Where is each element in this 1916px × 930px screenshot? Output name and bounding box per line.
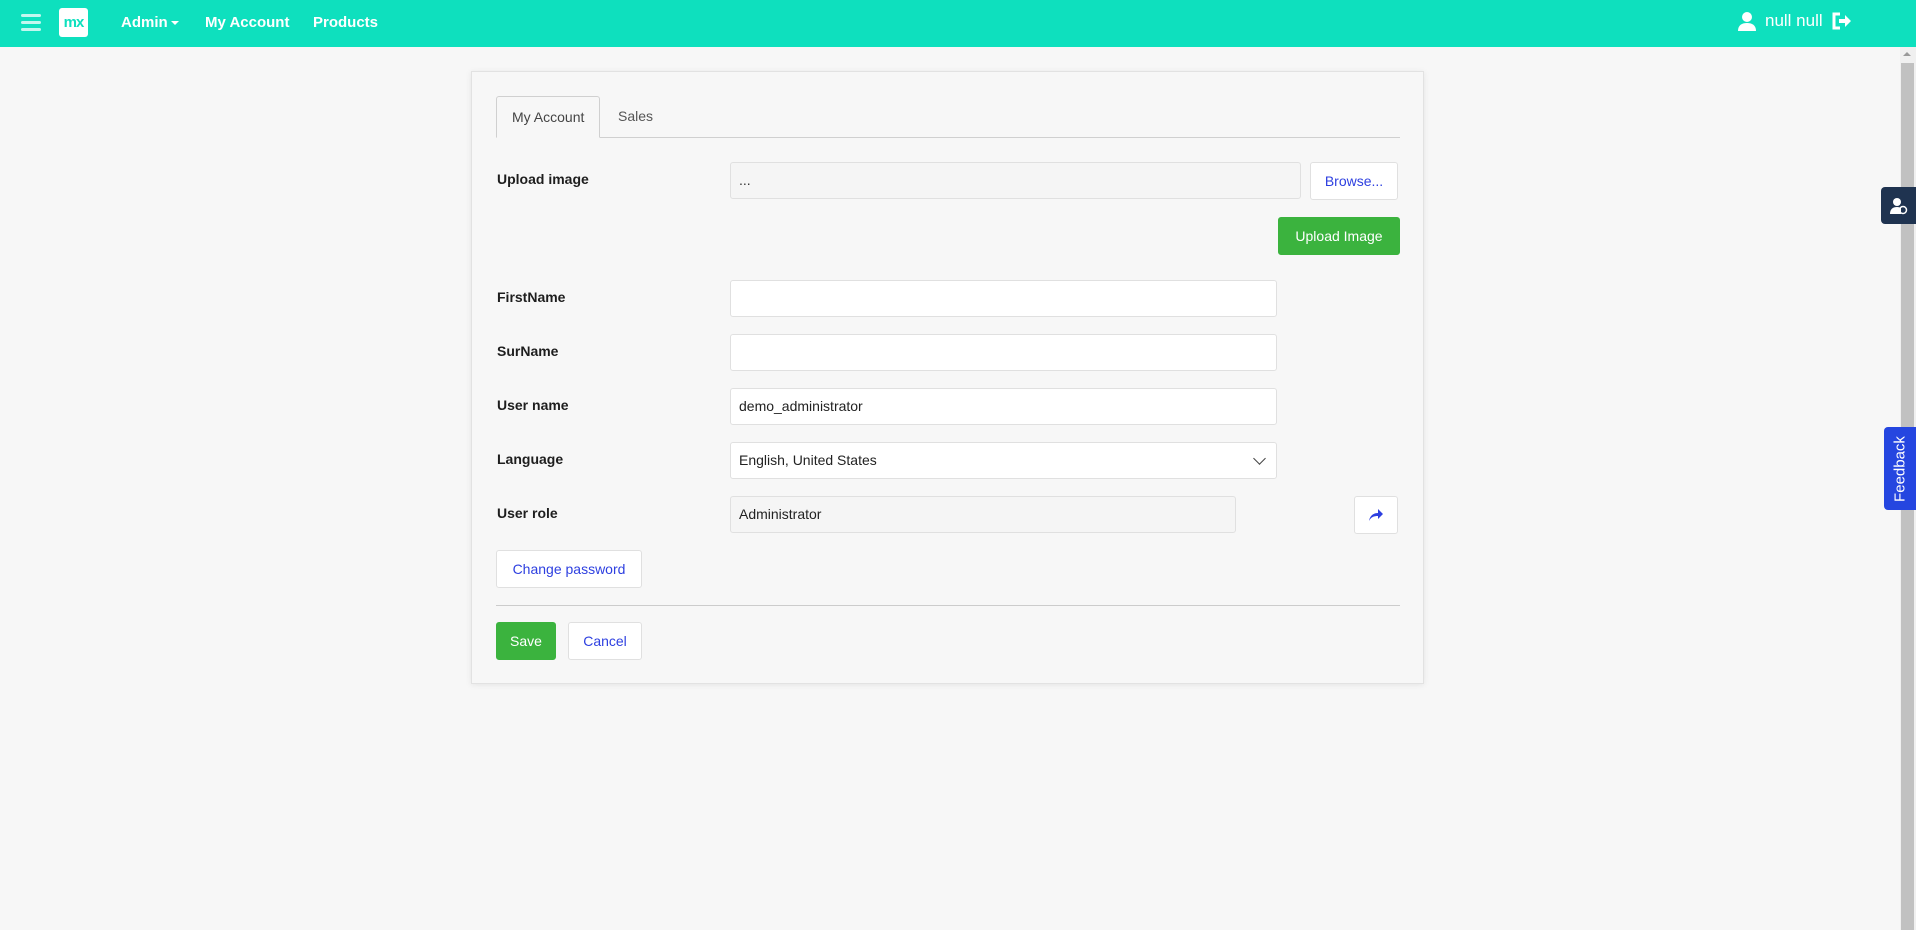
user-sync-icon: [1889, 197, 1907, 214]
language-value: English, United States: [739, 452, 877, 468]
language-select[interactable]: English, United States: [730, 442, 1277, 479]
tab-sales[interactable]: Sales: [618, 108, 654, 124]
language-label: Language: [497, 451, 564, 467]
chevron-down-icon: [1253, 452, 1266, 465]
browse-button[interactable]: Browse...: [1310, 162, 1398, 200]
surname-input[interactable]: [730, 334, 1277, 371]
upload-image-label: Upload image: [497, 171, 589, 187]
scroll-up-arrow-icon[interactable]: [1903, 52, 1911, 56]
app-logo[interactable]: mx: [59, 8, 88, 37]
user-role-label: User role: [497, 505, 558, 521]
nav-my-account[interactable]: My Account: [205, 14, 290, 31]
upload-file-input[interactable]: ...: [730, 162, 1301, 199]
nav-admin-label: Admin: [121, 14, 168, 31]
user-icon: [1738, 12, 1756, 31]
share-arrow-icon: [1369, 509, 1383, 521]
first-name-label: FirstName: [497, 289, 566, 305]
top-navbar: mx Admin My Account Products null null: [0, 0, 1916, 47]
user-switch-widget[interactable]: [1881, 187, 1916, 224]
tab-my-account[interactable]: My Account: [496, 96, 601, 138]
logout-icon[interactable]: [1831, 12, 1851, 30]
hamburger-menu-icon[interactable]: [21, 14, 41, 32]
feedback-label: Feedback: [1891, 435, 1909, 502]
user-name: null null: [1765, 11, 1823, 30]
username-input[interactable]: demo_administrator: [730, 388, 1277, 425]
caret-down-icon: [170, 21, 179, 26]
surname-label: SurName: [497, 343, 559, 359]
cancel-button[interactable]: Cancel: [568, 622, 642, 660]
user-menu[interactable]: null null: [1737, 11, 1851, 31]
first-name-input[interactable]: [730, 280, 1277, 317]
username-label: User name: [497, 397, 569, 413]
account-card: My Account Sales Upload image ... Browse…: [471, 71, 1424, 684]
nav-products[interactable]: Products: [313, 14, 379, 31]
feedback-tab[interactable]: Feedback: [1884, 427, 1916, 510]
upload-image-button[interactable]: Upload Image: [1278, 217, 1400, 255]
form-divider: [496, 605, 1400, 606]
change-password-button[interactable]: Change password: [496, 550, 642, 588]
user-role-link-button[interactable]: [1354, 496, 1398, 534]
save-button[interactable]: Save: [496, 622, 556, 660]
user-role-input: Administrator: [730, 496, 1236, 533]
tab-bar: My Account Sales: [496, 96, 1400, 138]
nav-admin[interactable]: Admin: [121, 14, 179, 31]
